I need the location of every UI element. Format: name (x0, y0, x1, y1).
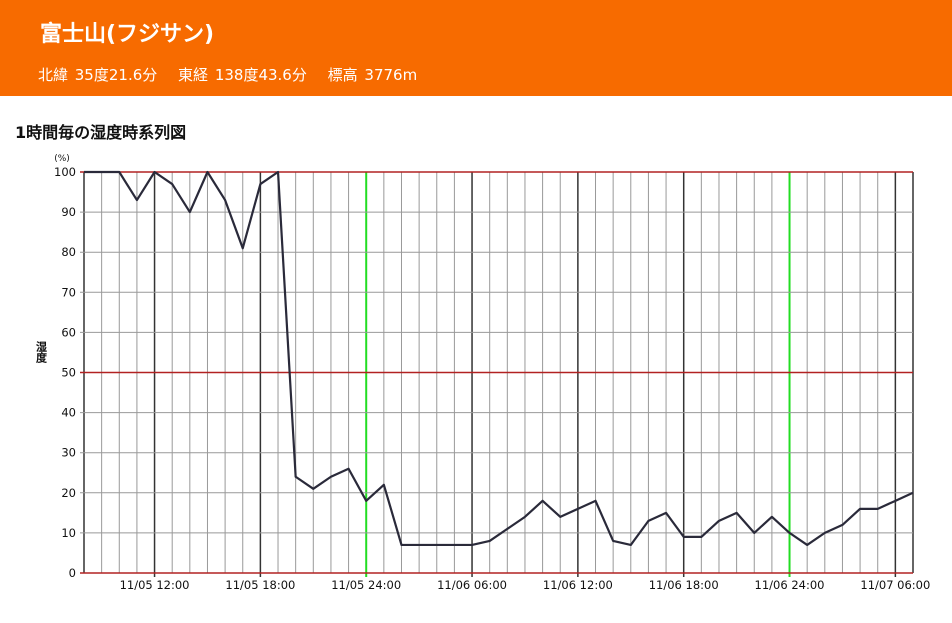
y-unit-label: (%) (54, 154, 70, 164)
y-tick-label: 50 (61, 366, 76, 380)
y-tick-label: 30 (61, 446, 76, 460)
x-tick-label: 11/05 12:00 (120, 578, 190, 592)
y-tick-label: 60 (61, 325, 76, 339)
y-tick-label: 90 (61, 205, 76, 219)
y-tick-label: 100 (54, 165, 76, 179)
x-tick-label: 11/05 24:00 (331, 578, 401, 592)
x-tick-label: 11/06 18:00 (649, 578, 719, 592)
x-tick-label: 11/06 24:00 (755, 578, 825, 592)
y-axis-label: 湿度 (35, 340, 48, 364)
elevation: 標高 3776m (327, 66, 418, 84)
y-tick-label: 0 (69, 566, 76, 580)
chart-title: 1時間毎の湿度時系列図 (15, 123, 187, 142)
station-info: 北緯 35度21.6分 東経 138度43.6分 標高 3776m (38, 64, 431, 85)
x-tick-label: 11/07 06:00 (860, 578, 930, 592)
longitude: 東経 138度43.6分 (178, 66, 307, 84)
y-tick-label: 10 (61, 526, 76, 540)
y-tick-label: 20 (61, 486, 76, 500)
y-tick-label: 40 (61, 406, 76, 420)
latitude: 北緯 35度21.6分 (38, 66, 158, 84)
station-title: 富士山(フジサン) (40, 22, 215, 47)
x-tick-label: 11/05 18:00 (225, 578, 295, 592)
y-tick-label: 70 (61, 285, 76, 299)
x-tick-label: 11/06 12:00 (543, 578, 613, 592)
station-header: 富士山(フジサン) 北緯 35度21.6分 東経 138度43.6分 標高 37… (0, 0, 952, 96)
humidity-line (84, 170, 914, 547)
y-tick-label: 80 (61, 245, 76, 259)
x-tick-label: 11/06 06:00 (437, 578, 507, 592)
